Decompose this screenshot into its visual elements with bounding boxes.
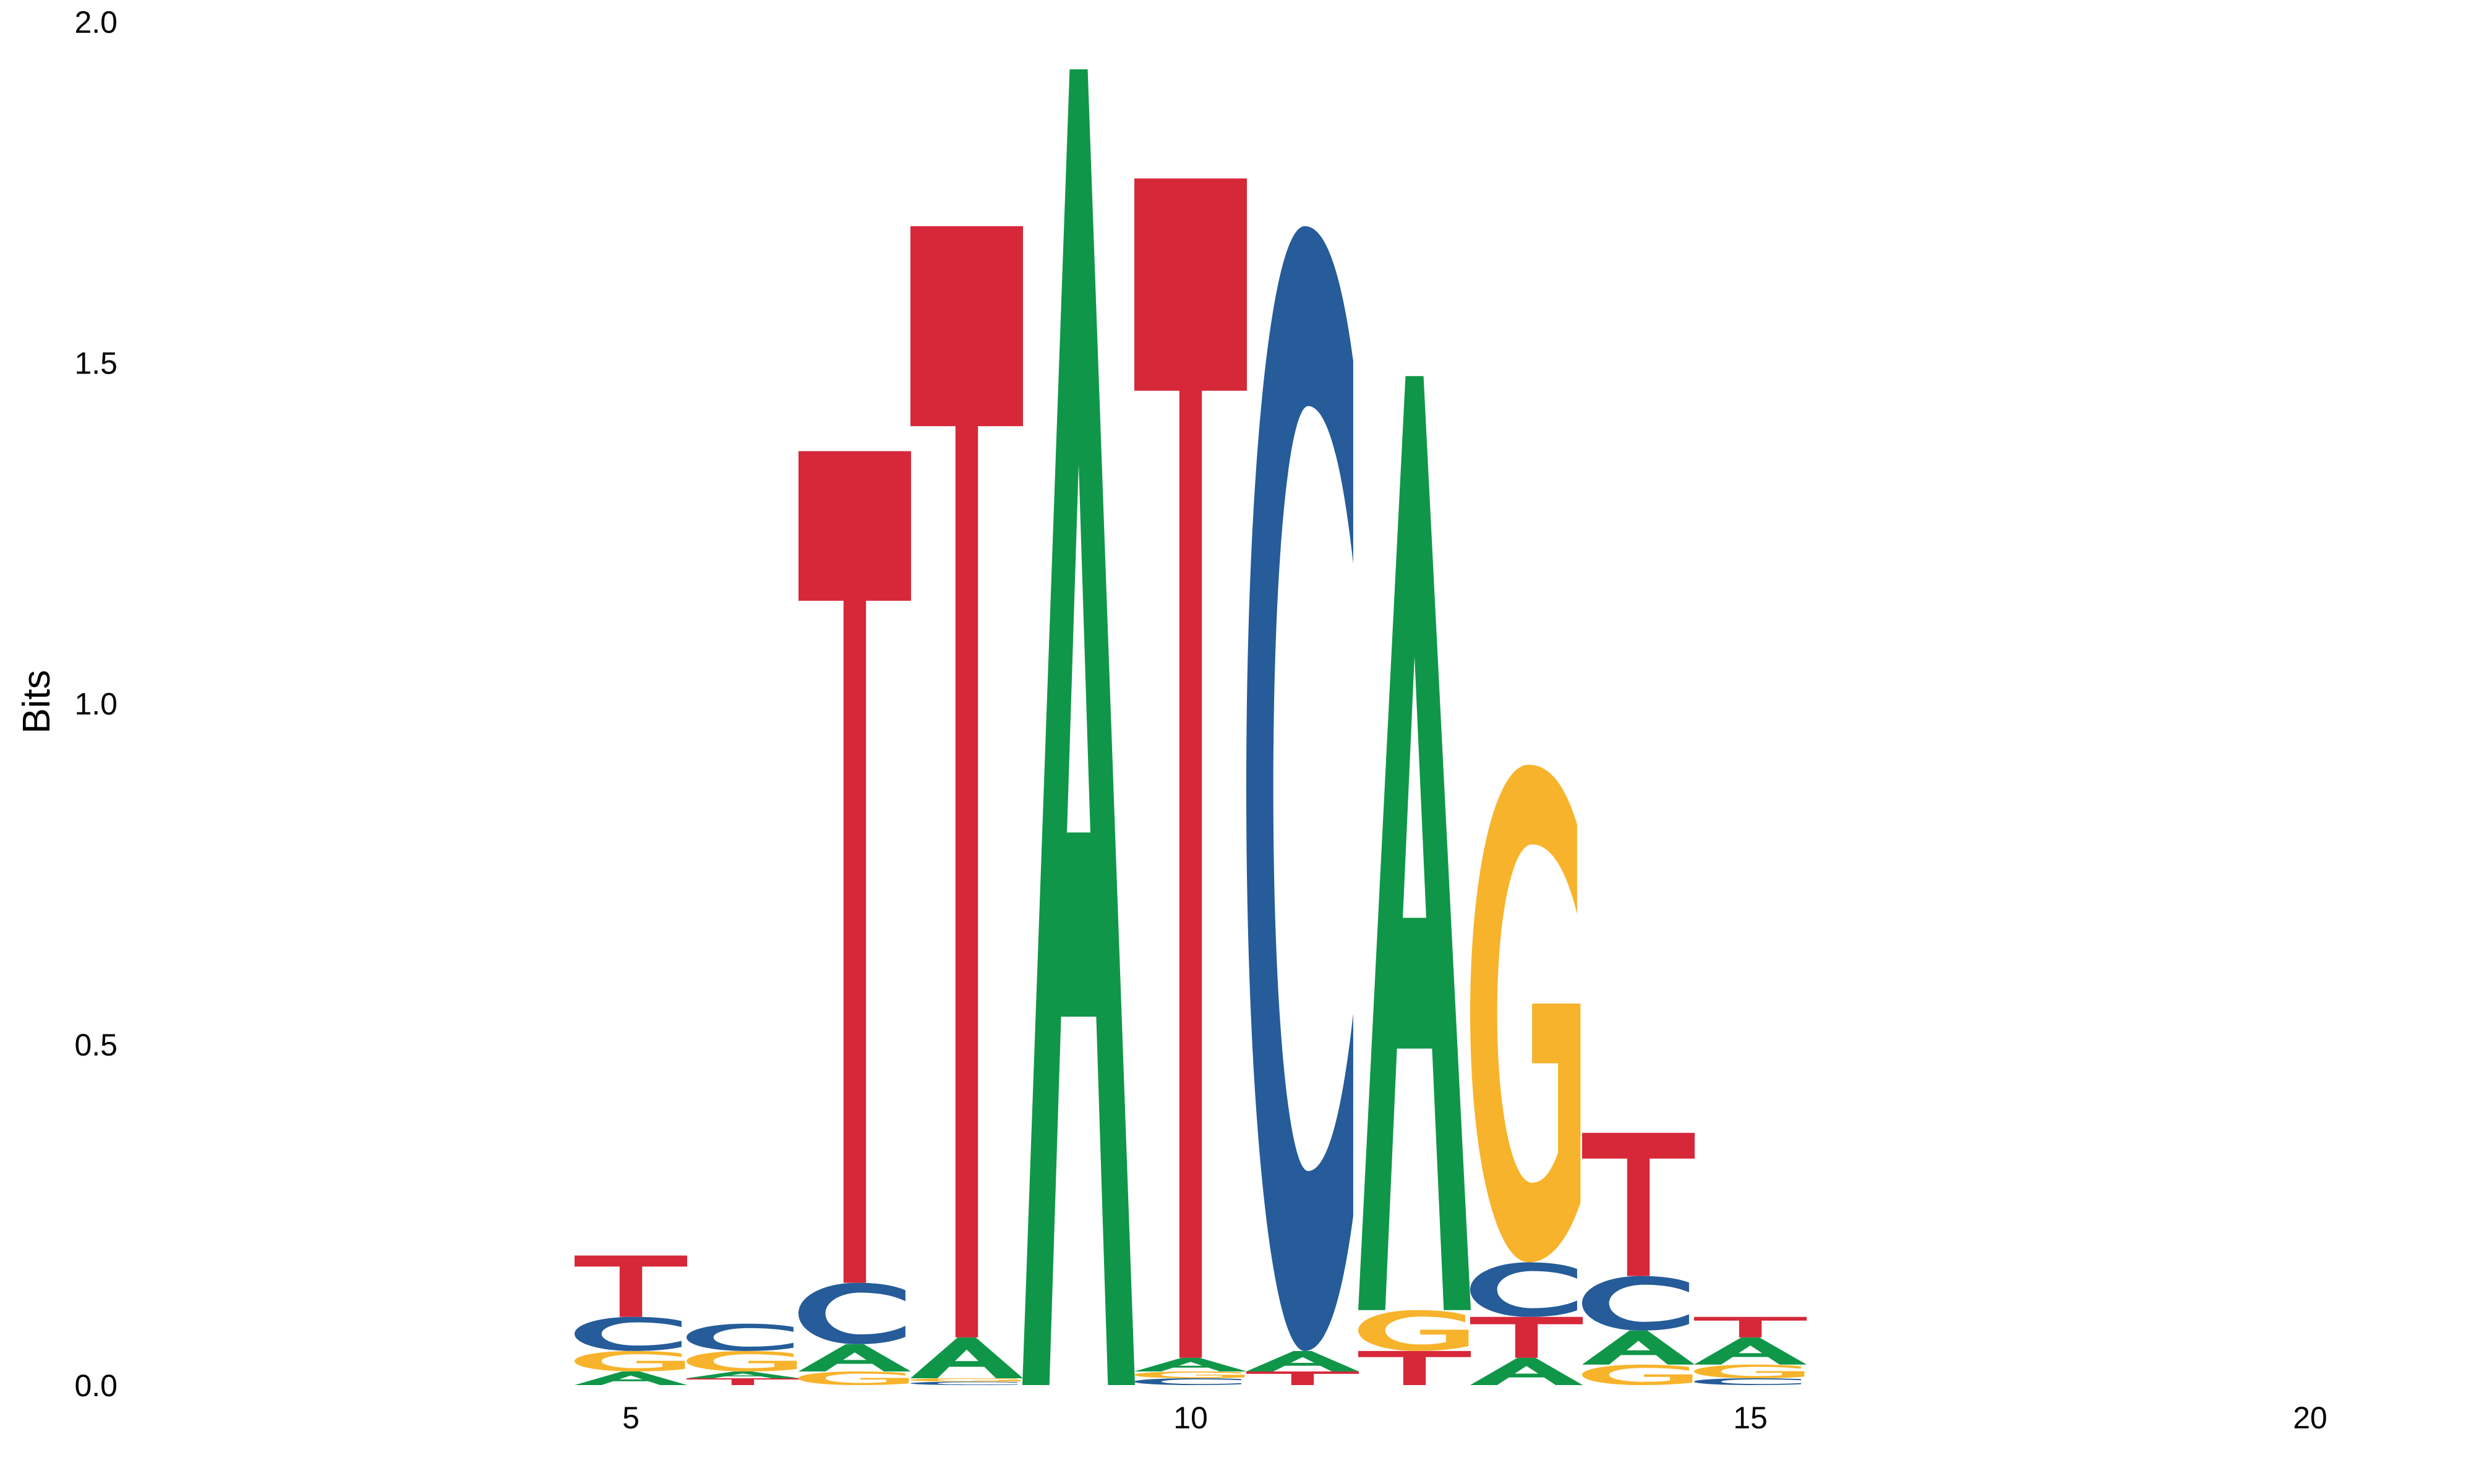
letter-G [1358, 1310, 1469, 1351]
letter-A [687, 1371, 799, 1378]
letter-G [1470, 764, 1581, 1263]
logo-column [910, 226, 1023, 1385]
logo-column [1022, 69, 1135, 1385]
logo-column [575, 1255, 687, 1385]
letter-A [1582, 1330, 1695, 1365]
letter-C [1694, 1378, 1801, 1385]
x-axis-ticks: 5 10 15 20 [622, 1401, 2327, 1435]
y-tick-label: 0.5 [74, 1028, 118, 1062]
letter-stacks [575, 69, 1807, 1385]
letter-T [1470, 1316, 1583, 1358]
letter-T [910, 226, 1023, 1337]
letter-A [910, 1337, 1023, 1378]
letter-A [1246, 1350, 1359, 1371]
logo-column [1694, 1316, 1807, 1385]
x-tick-label: 20 [2293, 1401, 2327, 1435]
y-axis-ticks: 0.0 0.5 1.0 1.5 2.0 [74, 5, 118, 1403]
logo-column [798, 451, 911, 1385]
y-tick-label: 0.0 [74, 1368, 118, 1403]
letter-A [1694, 1337, 1807, 1365]
letter-T [687, 1378, 799, 1385]
letter-A [575, 1371, 687, 1385]
letter-C [798, 1282, 905, 1344]
letter-G [798, 1371, 909, 1385]
letter-C [687, 1323, 794, 1351]
logo-column [687, 1323, 799, 1385]
logo-column [1582, 1133, 1695, 1385]
x-tick-label: 10 [1173, 1401, 1208, 1435]
letter-A [1134, 1357, 1247, 1371]
letter-C [1246, 226, 1353, 1351]
letter-C [1134, 1378, 1241, 1385]
letter-G [1582, 1364, 1693, 1385]
letter-C [1582, 1276, 1689, 1331]
letter-T [1694, 1316, 1807, 1337]
x-tick-label: 15 [1733, 1401, 1768, 1435]
letter-C [1470, 1262, 1577, 1317]
logo-column [1134, 178, 1247, 1385]
letter-A [1470, 1357, 1583, 1385]
letter-T [1582, 1133, 1695, 1276]
letter-C [910, 1381, 1017, 1385]
letter-G [575, 1350, 685, 1371]
letter-T [798, 451, 911, 1283]
letter-G [687, 1350, 797, 1371]
letter-T [1358, 1350, 1471, 1385]
letter-G [1134, 1371, 1245, 1378]
letter-G [1694, 1364, 1805, 1378]
letter-T [1134, 178, 1247, 1358]
letter-G [910, 1378, 1021, 1382]
letter-C [575, 1316, 682, 1351]
y-tick-label: 1.0 [74, 687, 118, 722]
x-tick-label: 5 [622, 1401, 640, 1435]
letter-T [1246, 1371, 1359, 1385]
logo-column [1358, 376, 1471, 1385]
y-tick-label: 1.5 [74, 346, 118, 380]
letter-A [1358, 376, 1471, 1310]
letter-A [798, 1344, 911, 1371]
y-axis-title: Bits [15, 670, 58, 733]
logo-column [1470, 764, 1583, 1385]
y-tick-label: 2.0 [74, 5, 118, 40]
letter-A [1022, 69, 1135, 1385]
letter-T [575, 1255, 687, 1317]
logo-column [1246, 226, 1359, 1385]
